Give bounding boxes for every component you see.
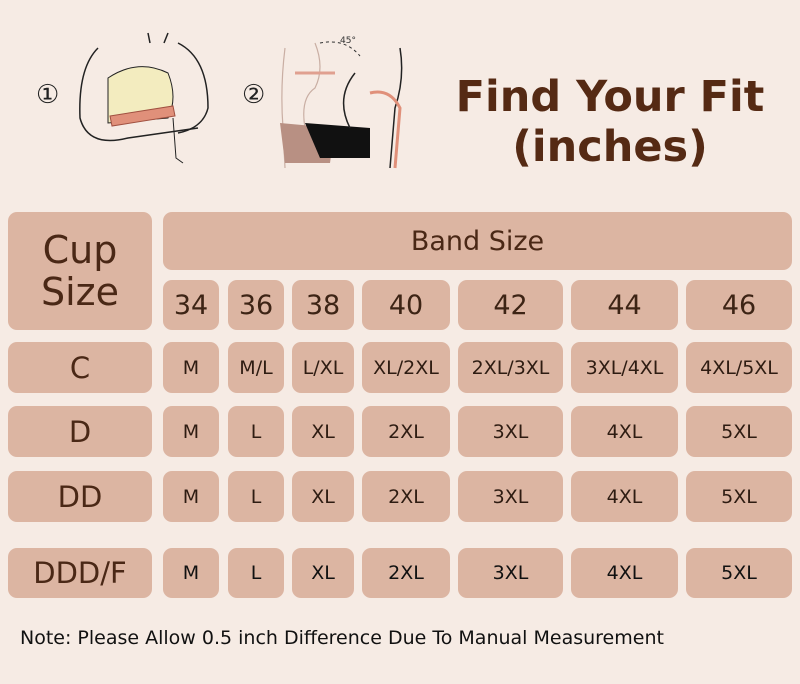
title-line-1: Find Your Fit — [455, 72, 765, 122]
band-size-4: 42 — [458, 280, 563, 330]
band-size-2: 38 — [292, 280, 354, 330]
step-2-marker: ② — [242, 80, 266, 110]
size-cell: L — [228, 471, 284, 522]
size-cell: 4XL — [571, 471, 678, 522]
size-cell: M — [163, 342, 219, 393]
angle-label: 45° — [340, 36, 356, 46]
size-cell: M — [163, 548, 219, 598]
size-cell: L — [228, 548, 284, 598]
size-cell: 2XL — [362, 406, 450, 457]
size-cell: M — [163, 471, 219, 522]
size-cell: 2XL — [362, 548, 450, 598]
size-cell: L — [228, 406, 284, 457]
size-cell: 2XL — [362, 471, 450, 522]
size-cell: XL — [292, 406, 354, 457]
size-cell: 5XL — [686, 548, 792, 598]
band-size-0: 34 — [163, 280, 219, 330]
cup-label: C — [8, 342, 152, 393]
measurement-note: Note: Please Allow 0.5 inch Difference D… — [20, 627, 664, 649]
size-cell: 4XL — [571, 548, 678, 598]
size-cell: 5XL — [686, 406, 792, 457]
size-cell: 5XL — [686, 471, 792, 522]
size-cell: 4XL/5XL — [686, 342, 792, 393]
size-cell: L/XL — [292, 342, 354, 393]
cup-label: DDD/F — [8, 548, 152, 598]
cup-label: D — [8, 406, 152, 457]
size-cell: 3XL — [458, 548, 563, 598]
band-size-6: 46 — [686, 280, 792, 330]
band-size-5: 44 — [571, 280, 678, 330]
cup-header-line-1: Cup — [42, 228, 118, 272]
page-title: Find Your Fit (inches) — [440, 72, 780, 172]
step-1-illustration — [79, 32, 209, 164]
size-cell: XL — [292, 548, 354, 598]
size-cell: M — [163, 406, 219, 457]
title-line-2: (inches) — [512, 122, 708, 172]
cup-size-header: Cup Size — [8, 212, 152, 330]
cup-header-line-2: Size — [40, 270, 119, 314]
size-cell: 2XL/3XL — [458, 342, 563, 393]
band-size-header: Band Size — [163, 212, 792, 270]
step-1-marker: ① — [36, 80, 60, 110]
band-size-3: 40 — [362, 280, 450, 330]
band-size-1: 36 — [228, 280, 284, 330]
cup-label: DD — [8, 471, 152, 522]
size-cell: 3XL/4XL — [571, 342, 678, 393]
size-cell: XL — [292, 471, 354, 522]
size-cell: XL/2XL — [362, 342, 450, 393]
size-cell: 4XL — [571, 406, 678, 457]
size-cell: 3XL — [458, 406, 563, 457]
step-2-illustration: 45° — [280, 36, 403, 169]
size-cell: 3XL — [458, 471, 563, 522]
size-cell: M/L — [228, 342, 284, 393]
